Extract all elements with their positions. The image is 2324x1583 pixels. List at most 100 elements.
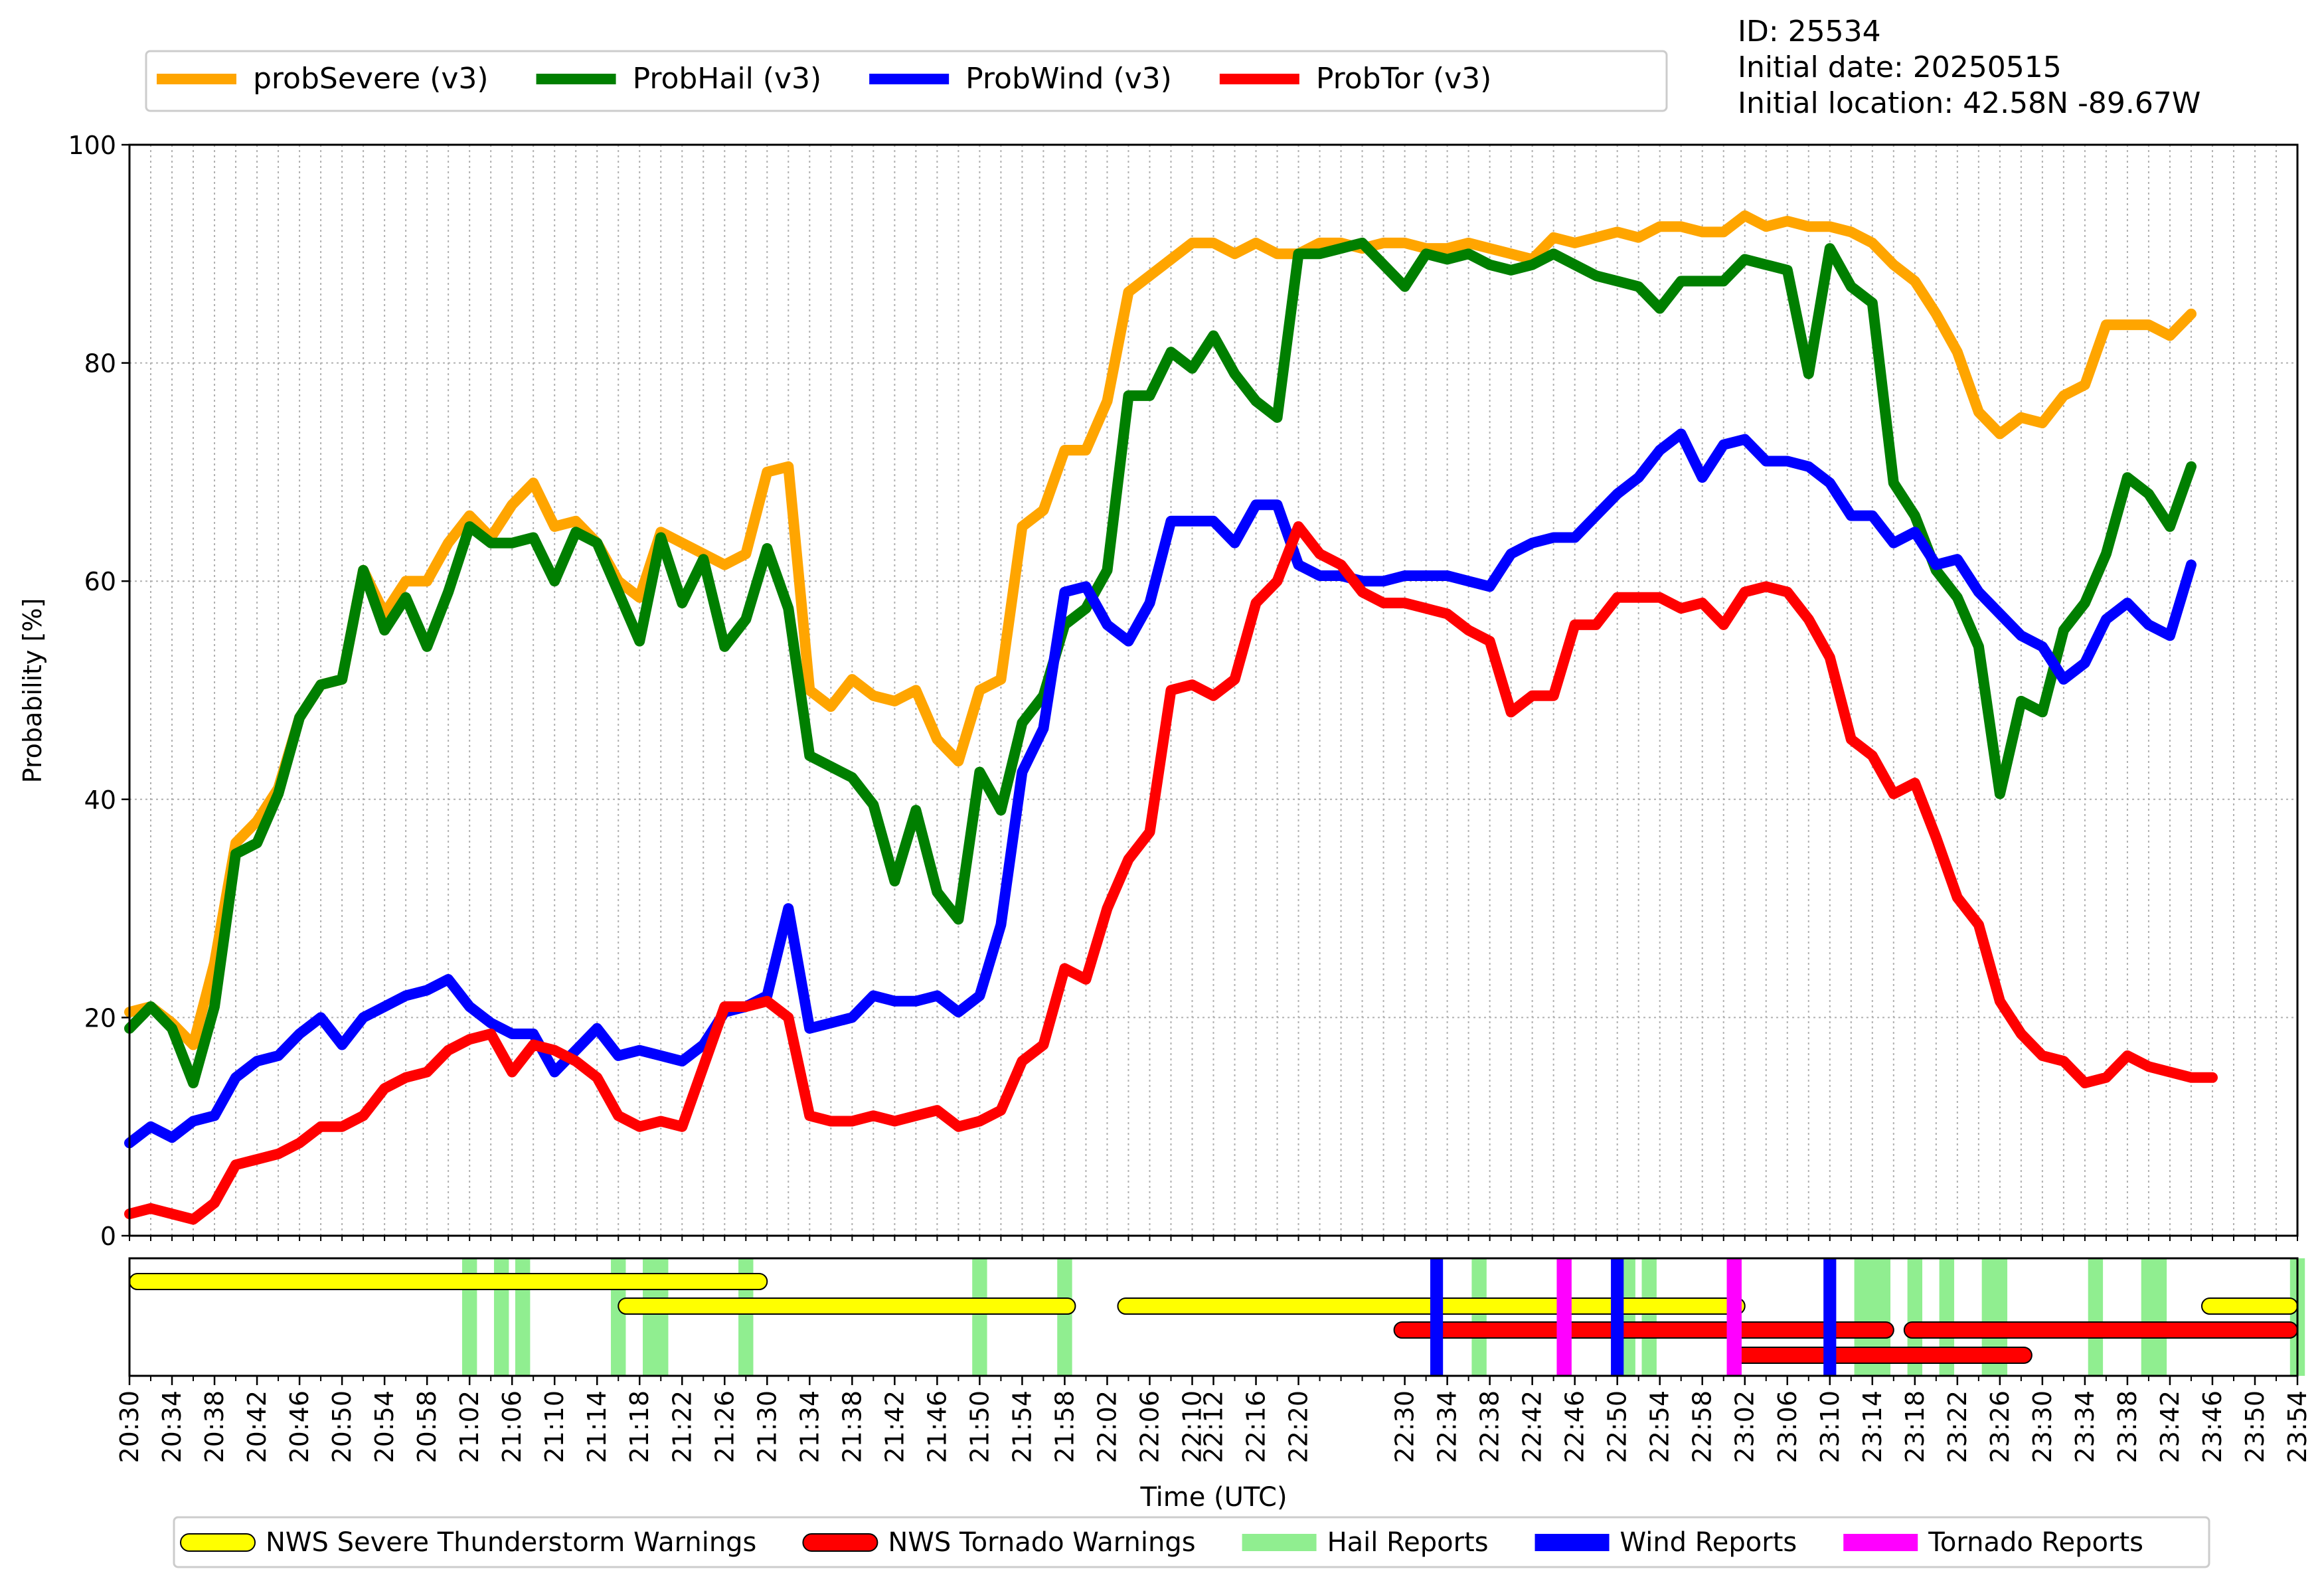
x-tick-label: 21:34: [795, 1390, 824, 1463]
y-tick-label: 0: [100, 1222, 116, 1251]
hail-report-stripe: [1875, 1258, 1891, 1376]
series-line-probhail-v3: [124, 237, 2197, 1088]
bottom-legend-entry: Hail Reports: [1242, 1527, 1489, 1558]
tornado-report-stripe: [1556, 1258, 1572, 1376]
x-tick-label: 23:22: [1943, 1390, 1972, 1463]
legend-swatch: [802, 1533, 878, 1552]
x-tick-label: 21:38: [837, 1390, 867, 1463]
wind-report-stripe: [1430, 1258, 1444, 1376]
top-legend-entry: probSevere (v3): [157, 62, 489, 96]
top-legend-entry: ProbHail (v3): [536, 62, 822, 96]
y-tick-label: 100: [68, 131, 116, 160]
legend-label: Tornado Reports: [1928, 1527, 2143, 1558]
initial-location-text: Initial location: 42.58N -89.67W: [1738, 86, 2200, 120]
x-tick-label: 22:30: [1390, 1390, 1420, 1463]
event-panel: 20:30 20:34 20:38 20:42 20:46 20:50 20:54 20:58…: [115, 1257, 2312, 1513]
legend-label: Hail Reports: [1327, 1527, 1489, 1558]
tstorm-warning-bar: [2200, 1297, 2298, 1315]
x-tick-label: 22:10: [1177, 1390, 1206, 1463]
x-tick-label: 21:54: [1007, 1390, 1037, 1463]
wind-report-stripe: [1823, 1258, 1837, 1376]
top-legend-entry: ProbTor (v3): [1219, 62, 1492, 96]
series-line-probsevere-v3: [124, 210, 2197, 1050]
x-tick-label: 21:46: [922, 1390, 952, 1463]
x-tick-label: 22:54: [1645, 1390, 1675, 1463]
legend-label: ProbHail (v3): [633, 62, 822, 96]
x-tick-label: 23:46: [2198, 1390, 2227, 1463]
x-tick-label: 20:30: [115, 1390, 144, 1463]
series-lines: [124, 210, 2218, 1225]
top-legend-entry: ProbWind (v3): [869, 62, 1172, 96]
x-tick-label: 23:54: [2283, 1390, 2312, 1463]
bottom-legend-entry: NWS Tornado Warnings: [802, 1527, 1196, 1558]
x-tick-label: 22:06: [1135, 1390, 1164, 1463]
x-axis-label: Time (UTC): [1139, 1482, 1287, 1513]
wind-report-stripe: [1611, 1258, 1624, 1376]
tornado-warning-bar: [1733, 1347, 2033, 1364]
x-tick-label: 21:18: [625, 1390, 654, 1463]
x-tick-label: 22:42: [1518, 1390, 1547, 1463]
x-tick-label: 23:42: [2155, 1390, 2185, 1463]
x-tick-label: 20:50: [327, 1390, 357, 1463]
top-legend: probSevere (v3) ProbHail (v3) ProbWind (v3…: [145, 50, 1668, 112]
legend-swatch: [1843, 1534, 1918, 1551]
x-tick-label: 23:50: [2240, 1390, 2270, 1463]
hail-report-stripe: [972, 1258, 987, 1376]
y-tick-label: 80: [84, 349, 116, 378]
tornado-warning-bar: [1903, 1321, 2298, 1339]
bottom-legend-entry: Wind Reports: [1535, 1527, 1797, 1558]
x-tick-label: 20:54: [370, 1390, 399, 1463]
x-tick-label: 20:46: [285, 1390, 314, 1463]
series-line-probwind-v3: [124, 428, 2197, 1149]
x-tick-label: 22:38: [1475, 1390, 1505, 1463]
x-tick-label: 21:58: [1050, 1390, 1079, 1463]
hail-report-stripe: [1057, 1258, 1072, 1376]
legend-label: ProbTor (v3): [1316, 62, 1492, 96]
x-tick-label: 21:02: [455, 1390, 484, 1463]
hail-report-stripe: [1620, 1258, 1635, 1376]
x-tick-label: 23:26: [1985, 1390, 2015, 1463]
y-axis-label: Probability [%]: [18, 598, 47, 784]
tstorm-warning-bar: [618, 1297, 1076, 1315]
x-tick-label: 21:14: [582, 1390, 612, 1463]
series-line-probtor-v3: [124, 521, 2218, 1225]
storm-info: ID: 25534 Initial date: 20250515 Initial…: [1738, 15, 2200, 120]
x-tick-label: 22:16: [1242, 1390, 1271, 1463]
y-tick-label: 20: [84, 1003, 116, 1033]
bottom-legend-entry: NWS Severe Thunderstorm Warnings: [180, 1527, 756, 1558]
x-tick-label: 23:14: [1858, 1390, 1887, 1463]
x-tick-label: 23:34: [2070, 1390, 2100, 1463]
x-tick-label: 22:58: [1688, 1390, 1717, 1463]
hail-report-stripe: [1907, 1258, 1923, 1376]
x-tick-label: 21:10: [540, 1390, 569, 1463]
x-tick-label: 23:18: [1900, 1390, 1930, 1463]
legend-label: NWS Tornado Warnings: [888, 1527, 1195, 1558]
y-tick-label: 60: [84, 567, 116, 596]
legend-swatch: [1535, 1534, 1610, 1551]
x-tick-label: 21:26: [710, 1390, 739, 1463]
legend-label: ProbWind (v3): [965, 62, 1172, 96]
x-tick-label: 20:38: [200, 1390, 229, 1463]
x-tick-label: 23:10: [1815, 1390, 1845, 1463]
x-tick-label: 22:20: [1284, 1390, 1313, 1463]
x-tick-label: 21:06: [497, 1390, 527, 1463]
storm-id-text: ID: 25534: [1738, 15, 1881, 48]
legend-label: Wind Reports: [1620, 1527, 1797, 1558]
x-tick-label: 23:06: [1773, 1390, 1802, 1463]
x-tick-label: 22:34: [1433, 1390, 1462, 1463]
y-tick-label: 40: [84, 786, 116, 815]
tornado-warning-bar: [1393, 1321, 1894, 1339]
event-bars: [129, 1258, 2305, 1376]
legend-label: probSevere (v3): [253, 62, 489, 96]
hail-report-stripe: [2151, 1258, 2167, 1376]
hail-report-stripe: [1471, 1258, 1487, 1376]
x-axis: 20:30 20:34 20:38 20:42 20:46 20:50 20:54 20:58…: [115, 1376, 2312, 1463]
x-tick-label: 22:46: [1560, 1390, 1590, 1463]
x-tick-label: 20:42: [242, 1390, 272, 1463]
main-plot: 0 20 40 60 80 100 Probability [%]: [18, 131, 2299, 1381]
x-tick-label: 23:30: [2028, 1390, 2057, 1463]
hail-report-stripe: [1992, 1258, 2008, 1376]
x-tick-label: 21:42: [880, 1390, 909, 1463]
initial-date-text: Initial date: 20250515: [1738, 50, 2062, 84]
